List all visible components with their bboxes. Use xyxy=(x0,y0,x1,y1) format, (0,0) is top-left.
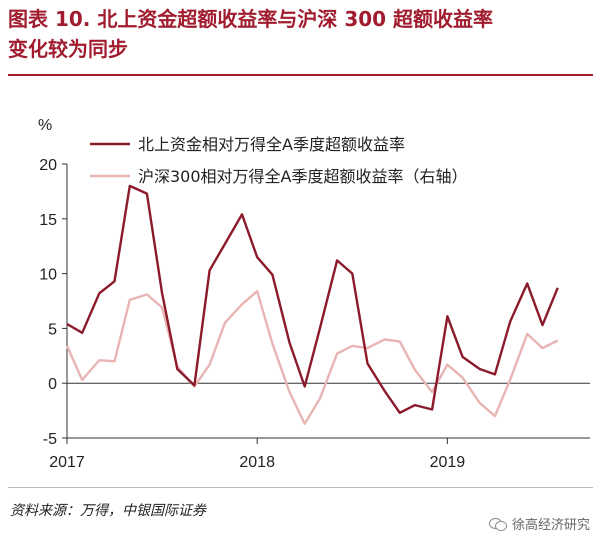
title-divider xyxy=(8,74,593,76)
series-line-1 xyxy=(66,184,559,414)
chart-title-line-2: 变化较为同步 xyxy=(8,37,128,61)
series-line-2 xyxy=(65,289,559,425)
line-chart: % -5 0 5 10 15 20 2017 2018 2019 北上资金相对万得全A季度超额收益率… xyxy=(38,117,590,471)
chart-title-line-1: 图表 10. 北上资金超额收益率与沪深 300 超额收益率 xyxy=(8,7,494,31)
watermark-text: 徐高经济研究 xyxy=(511,518,590,533)
footer-divider xyxy=(8,487,593,488)
legend-label-2: 沪深300相对万得全A季度超额收益率（右轴） xyxy=(138,167,468,186)
y-tick-label: -5 xyxy=(43,431,57,448)
watermark: 徐高经济研究 xyxy=(488,514,590,533)
y-axis-unit-label: % xyxy=(38,117,52,134)
source-note: 资料来源：万得，中银国际证券 xyxy=(10,503,206,519)
y-tick-label: 5 xyxy=(48,321,57,338)
y-tick-label: 20 xyxy=(39,157,57,174)
chart-title: 图表 10. 北上资金超额收益率与沪深 300 超额收益率 变化较为同步 xyxy=(8,4,593,64)
y-tick-label: 0 xyxy=(48,376,57,393)
legend-label-1: 北上资金相对万得全A季度超额收益率 xyxy=(138,135,405,154)
x-tick-label: 2019 xyxy=(430,454,466,471)
y-tick-label: 15 xyxy=(39,212,57,229)
x-tick-label: 2017 xyxy=(49,454,85,471)
y-tick-label: 10 xyxy=(39,267,57,284)
wechat-icon xyxy=(488,517,507,531)
x-tick-label: 2018 xyxy=(239,454,275,471)
